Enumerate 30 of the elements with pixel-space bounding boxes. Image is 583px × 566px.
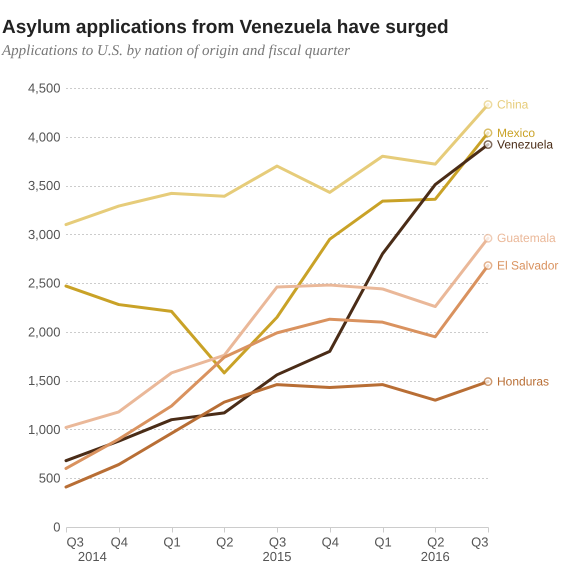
x-tick-label: Q3 xyxy=(66,534,84,550)
x-tick-label: Q1 xyxy=(374,534,392,550)
x-tick-label: Q1 xyxy=(163,534,181,550)
series-label: Mexico xyxy=(497,126,536,140)
series-label: El Salvador xyxy=(497,258,558,273)
series-label: Guatemala xyxy=(497,231,556,246)
x-tick-label: Q2 xyxy=(427,534,444,550)
y-tick-label: 2,500 xyxy=(28,276,60,291)
text: 2015 xyxy=(262,549,292,564)
series-label: China xyxy=(497,98,529,112)
series-label: Venezuela xyxy=(497,138,554,152)
y-tick-label: 1,000 xyxy=(28,422,60,437)
y-tick-label: 2,000 xyxy=(28,324,60,340)
y-tick-label: 3,000 xyxy=(28,226,60,242)
y-tick-label: 4,000 xyxy=(28,129,60,144)
text: 2016 xyxy=(420,549,450,564)
y-tick-label: 0 xyxy=(53,520,60,534)
y-tick-label: 500 xyxy=(38,470,60,486)
chart-subtitle: Applications to U.S. by nation of origin and fiscal quarter xyxy=(1,43,350,59)
x-tick-label: Q4 xyxy=(322,534,339,550)
x-tick-label: Q2 xyxy=(216,534,234,550)
x-tick-label: Q4 xyxy=(110,534,128,550)
x-tick-label: Q3 xyxy=(471,534,488,550)
chart-title: Asylum applications from Venezuela have surged xyxy=(2,17,449,38)
x-tick-label: Q3 xyxy=(268,534,286,550)
y-tick-label: 4,500 xyxy=(28,80,60,96)
y-tick-label: 1,500 xyxy=(28,373,60,388)
series-label: Honduras xyxy=(497,374,550,389)
y-tick-label: 3,500 xyxy=(28,178,60,194)
text: 2014 xyxy=(78,549,107,564)
